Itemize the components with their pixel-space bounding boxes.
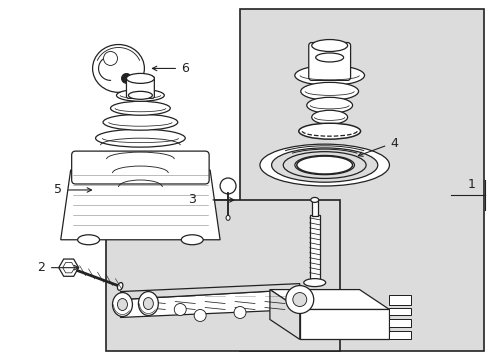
Ellipse shape <box>303 279 325 287</box>
Circle shape <box>234 306 245 319</box>
Ellipse shape <box>283 152 366 179</box>
Ellipse shape <box>92 45 144 92</box>
Bar <box>309 215 319 283</box>
FancyBboxPatch shape <box>72 151 209 184</box>
Ellipse shape <box>294 156 354 175</box>
FancyBboxPatch shape <box>308 42 350 80</box>
Circle shape <box>194 310 206 321</box>
Ellipse shape <box>260 144 388 186</box>
Circle shape <box>174 303 186 315</box>
Ellipse shape <box>103 114 178 130</box>
Bar <box>388 307 410 315</box>
Polygon shape <box>120 284 299 300</box>
Ellipse shape <box>112 293 132 316</box>
Text: 5: 5 <box>54 184 61 197</box>
Circle shape <box>220 178 236 194</box>
Polygon shape <box>299 310 388 339</box>
Bar <box>388 319 410 328</box>
Ellipse shape <box>311 40 347 51</box>
Ellipse shape <box>116 89 164 101</box>
Circle shape <box>292 293 306 306</box>
Polygon shape <box>269 289 299 339</box>
Ellipse shape <box>181 235 203 245</box>
Ellipse shape <box>110 101 170 115</box>
Circle shape <box>285 285 313 314</box>
Ellipse shape <box>310 197 318 202</box>
Ellipse shape <box>294 66 364 85</box>
Ellipse shape <box>126 73 154 84</box>
Ellipse shape <box>298 123 360 139</box>
Text: 3: 3 <box>188 193 196 206</box>
Ellipse shape <box>117 283 122 290</box>
Ellipse shape <box>143 298 153 310</box>
Ellipse shape <box>296 156 352 174</box>
Polygon shape <box>120 289 299 318</box>
Bar <box>105 200 339 351</box>
Text: 1: 1 <box>466 178 474 191</box>
Polygon shape <box>61 170 220 240</box>
Ellipse shape <box>271 148 377 182</box>
FancyBboxPatch shape <box>126 76 154 98</box>
Bar <box>388 332 410 339</box>
Polygon shape <box>269 289 388 310</box>
Circle shape <box>121 73 131 84</box>
Text: 4: 4 <box>389 137 398 150</box>
Bar <box>388 294 410 305</box>
Ellipse shape <box>300 82 358 100</box>
Ellipse shape <box>306 97 352 113</box>
Circle shape <box>103 51 117 66</box>
Ellipse shape <box>128 91 152 99</box>
Text: 2: 2 <box>37 261 45 274</box>
Ellipse shape <box>117 298 127 310</box>
Ellipse shape <box>138 292 158 315</box>
Ellipse shape <box>311 110 347 124</box>
Ellipse shape <box>78 235 100 245</box>
Ellipse shape <box>95 129 185 147</box>
Text: 6: 6 <box>181 62 189 75</box>
Ellipse shape <box>225 215 229 220</box>
Ellipse shape <box>315 53 343 62</box>
Bar <box>311 200 317 216</box>
Bar <box>240 9 483 351</box>
